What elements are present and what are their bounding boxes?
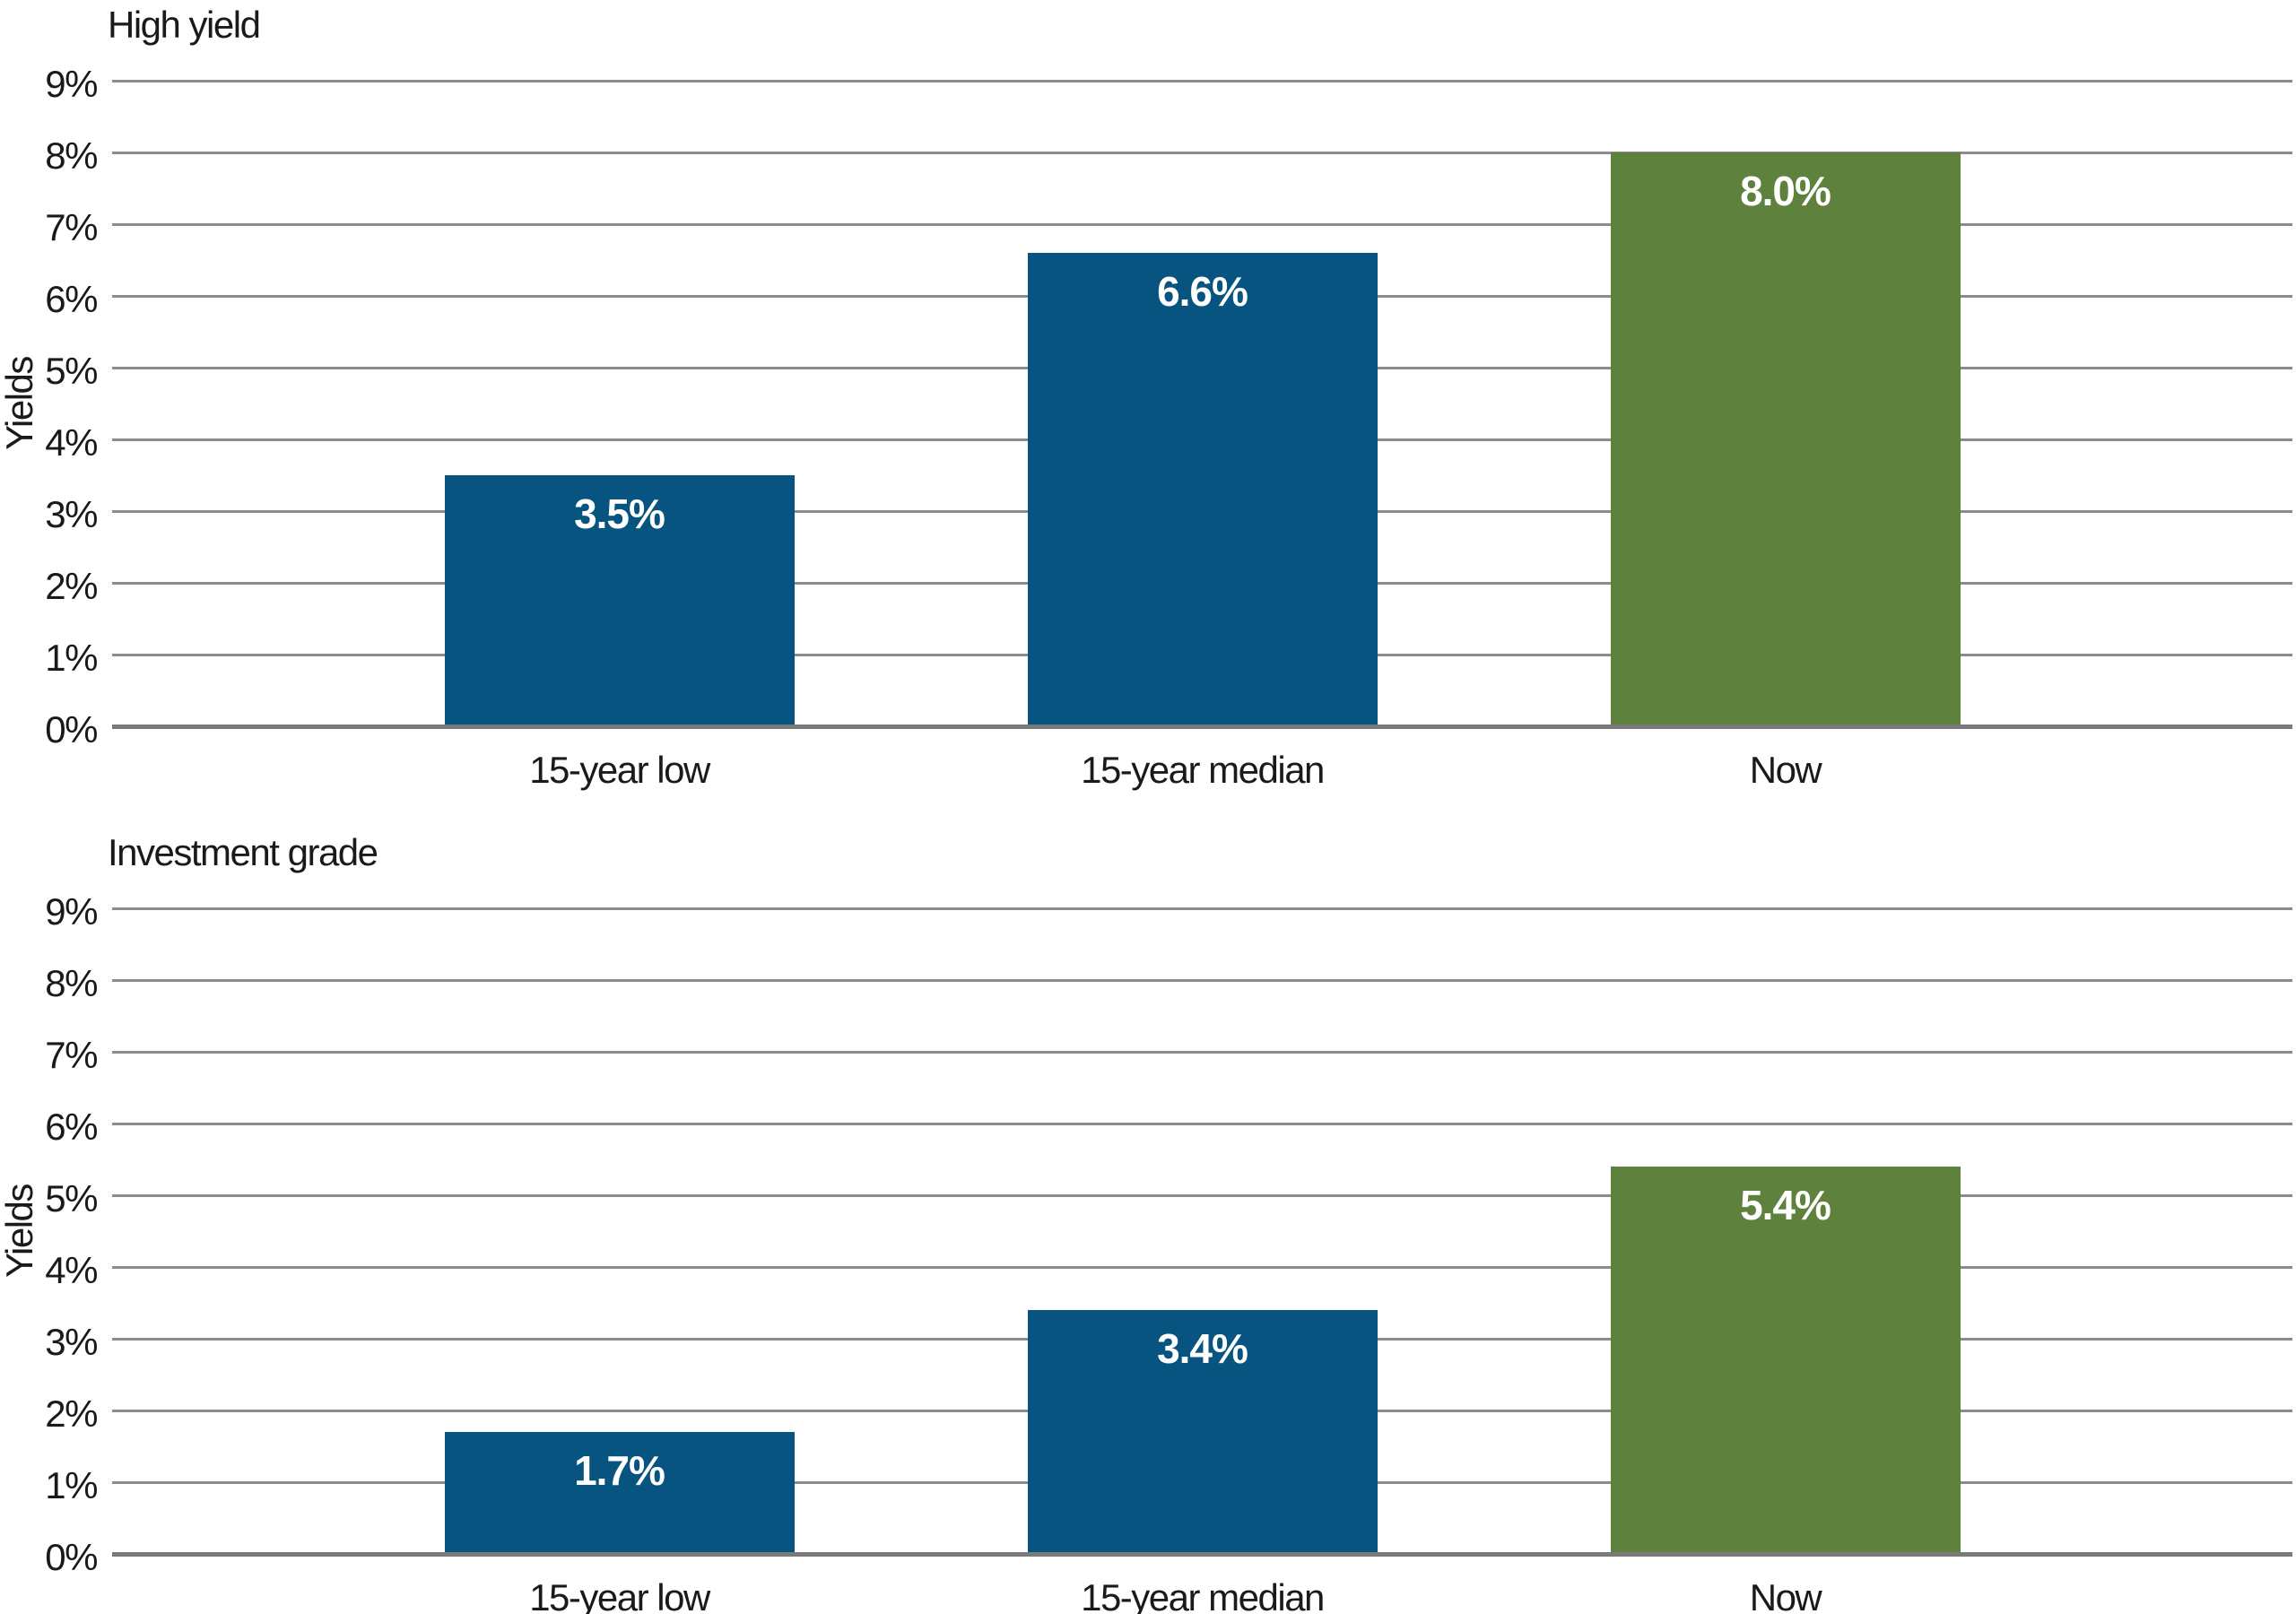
y-tick-label: 6% xyxy=(45,278,98,320)
bar-15-year-median: 6.6% xyxy=(1027,253,1378,726)
bar-15-year-low: 3.5% xyxy=(444,475,795,726)
y-tick-label: 8% xyxy=(45,962,98,1004)
y-axis-label: Yields xyxy=(0,357,40,450)
gridline xyxy=(112,223,2292,226)
y-tick-label: 7% xyxy=(45,1034,98,1076)
y-tick-label: 1% xyxy=(45,637,98,679)
y-tick-label: 6% xyxy=(45,1106,98,1148)
x-category-label: 15-year low xyxy=(529,749,710,791)
y-tick-label: 3% xyxy=(45,1321,98,1363)
plot-area: 0% 1% 2% 3% 4% 5% 6% 7% 8% 9% 3.5% 15-year low 6.6% 1… xyxy=(45,63,2292,791)
y-tick-label: 8% xyxy=(45,134,98,177)
bar-value-label: 5.4% xyxy=(1740,1182,1831,1228)
bar-now: 5.4% xyxy=(1610,1167,1961,1554)
gridline xyxy=(112,152,2292,154)
y-tick-label: 9% xyxy=(45,63,98,105)
x-axis-line xyxy=(112,725,2292,729)
y-tick-label: 2% xyxy=(45,1393,98,1435)
y-tick-label: 1% xyxy=(45,1464,98,1506)
bar-15-year-low: 1.7% xyxy=(444,1432,795,1554)
y-tick-label: 0% xyxy=(45,708,98,751)
y-tick-label: 7% xyxy=(45,206,98,248)
gridline xyxy=(112,1123,2292,1125)
y-tick-label: 4% xyxy=(45,1249,98,1291)
gridline xyxy=(112,979,2292,982)
x-category-label: 15-year median xyxy=(1081,1576,1325,1614)
chart-investment-grade: Investment grade Yields 0% 1% 2% 3% 4% 5% 6% 7%… xyxy=(0,828,2296,1614)
bar-value-label: 3.5% xyxy=(574,490,665,537)
gridline xyxy=(112,907,2292,910)
y-axis-label: Yields xyxy=(0,1184,40,1278)
bar-now: 8.0% xyxy=(1610,152,1961,726)
bar-value-label: 1.7% xyxy=(574,1447,665,1494)
x-category-label: Now xyxy=(1749,1576,1822,1614)
gridline xyxy=(112,1194,2292,1197)
gridline xyxy=(112,80,2292,82)
x-category-label: Now xyxy=(1749,749,1822,791)
plot-area: 0% 1% 2% 3% 4% 5% 6% 7% 8% 9% 1.7% 15-year low 3.4% 1… xyxy=(45,890,2292,1614)
chart-high-yield: High yield Yields 0% 1% 2% 3% 4% 5% 6% 7% 8% 9% 3.… xyxy=(0,0,2296,794)
y-tick-label: 2% xyxy=(45,565,98,607)
x-category-label: 15-year low xyxy=(529,1576,710,1614)
x-category-label: 15-year median xyxy=(1081,749,1325,791)
bar-value-label: 8.0% xyxy=(1740,168,1831,214)
bar-value-label: 3.4% xyxy=(1157,1325,1248,1372)
y-tick-label: 3% xyxy=(45,493,98,535)
x-axis-line xyxy=(112,1552,2292,1557)
gridline xyxy=(112,1051,2292,1054)
y-tick-label: 9% xyxy=(45,890,98,933)
y-tick-label: 0% xyxy=(45,1536,98,1578)
y-tick-label: 5% xyxy=(45,1177,98,1219)
gridline xyxy=(112,1266,2292,1269)
bar-value-label: 6.6% xyxy=(1157,268,1248,315)
bar-15-year-median: 3.4% xyxy=(1027,1310,1378,1554)
y-tick-label: 5% xyxy=(45,350,98,392)
chart-title: High yield xyxy=(108,4,261,46)
chart-title: Investment grade xyxy=(108,831,378,873)
y-tick-label: 4% xyxy=(45,421,98,464)
